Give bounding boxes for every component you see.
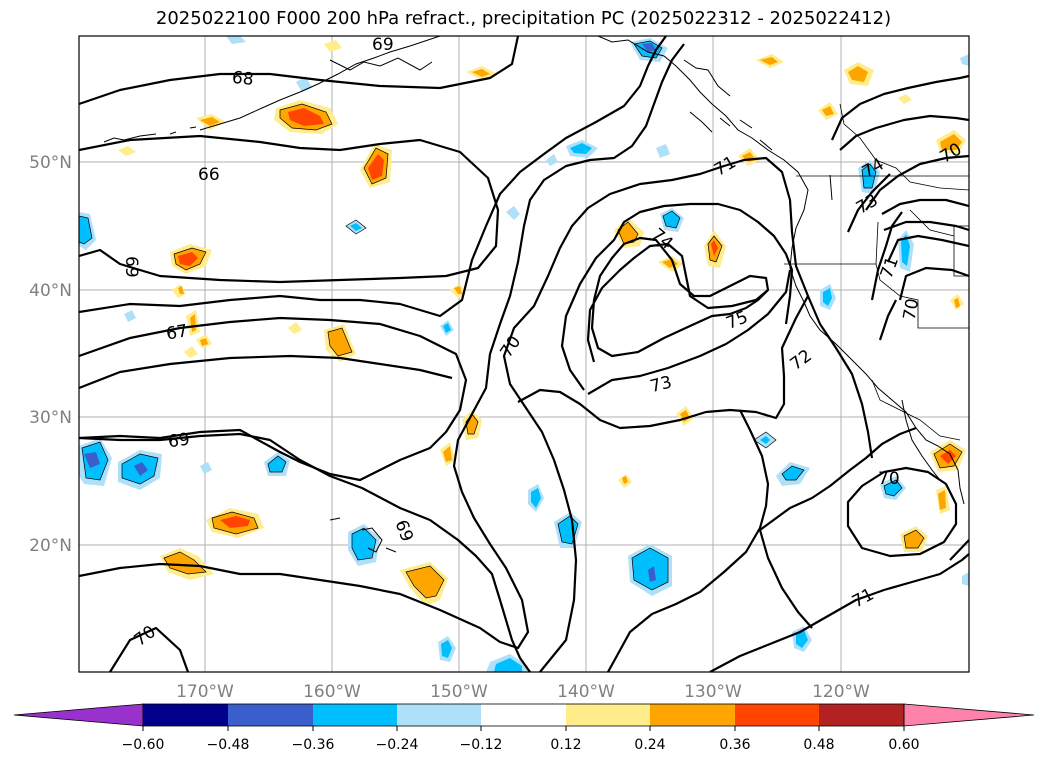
isolines — [79, 36, 969, 672]
positive-patch — [466, 66, 498, 80]
lat-tick-label: 20°N — [29, 536, 72, 556]
positive-patch — [844, 62, 874, 86]
colorbar-extend-high — [903, 703, 1035, 727]
contour-label: 70 — [878, 469, 900, 489]
positive-patch — [400, 562, 448, 606]
negative-patch — [438, 636, 456, 662]
colorbar-tick-label: 0.12 — [550, 737, 581, 753]
colorbar-segment — [819, 704, 904, 726]
positive-patch — [440, 442, 456, 466]
colorbar-tick-label: −0.48 — [207, 737, 250, 753]
precip-patches — [79, 36, 969, 672]
contour-label: 69 — [167, 429, 191, 452]
map-frame — [78, 35, 970, 673]
negative-patch — [264, 452, 290, 476]
positive-patch — [756, 54, 784, 68]
lon-tick-label: 140°W — [557, 682, 615, 702]
lat-tick-label: 40°N — [29, 281, 72, 301]
negative-patch — [486, 654, 528, 672]
colorbar-segment — [650, 704, 735, 726]
lat-tick-label: 50°N — [29, 153, 72, 173]
positive-patch — [118, 40, 964, 488]
positive-patch — [936, 130, 966, 154]
lon-tick-label: 150°W — [430, 682, 488, 702]
colorbar-tick-label: −0.12 — [460, 737, 503, 753]
negative-patch — [820, 284, 836, 310]
contour-label: 67 — [165, 321, 190, 344]
colorbar-tick-label: −0.24 — [376, 737, 419, 753]
colorbar-tick-label: −0.60 — [122, 737, 165, 753]
positive-patch — [196, 114, 226, 130]
positive-patch — [324, 324, 356, 362]
page-title: 2025022100 F000 200 hPa refract., precip… — [155, 8, 892, 29]
positive-patch — [936, 486, 950, 514]
colorbar-segment — [313, 704, 397, 726]
colorbar-tick-label: −0.36 — [292, 737, 335, 753]
colorbar-segment — [397, 704, 481, 726]
map-area — [79, 36, 969, 672]
negative-patch — [566, 140, 598, 158]
contour-label: 69 — [121, 256, 141, 278]
contour-label: 68 — [231, 68, 255, 90]
lon-tick-label: 130°W — [684, 682, 742, 702]
contour-label: 70 — [900, 297, 923, 322]
positive-patch — [900, 526, 928, 552]
colorbar-segment — [481, 704, 566, 726]
colorbar-segment — [735, 704, 819, 726]
colorbar-segment — [566, 704, 650, 726]
colorbar-tick-label: 0.48 — [803, 737, 834, 753]
positive-patch — [818, 102, 838, 120]
colorbar-extend-low — [13, 703, 144, 727]
negative-patch — [898, 230, 914, 272]
negative-patch — [528, 484, 544, 512]
colorbar-tick-label: 0.60 — [888, 737, 919, 753]
longitude-labels: 170°W 160°W 150°W 140°W 130°W 120°W — [176, 682, 870, 702]
lon-tick-label: 160°W — [303, 682, 361, 702]
latitude-labels: 50°N 40°N 30°N 20°N — [29, 153, 72, 556]
contour-label: 66 — [198, 165, 220, 185]
colorbar-tick-label: 0.36 — [719, 737, 750, 753]
colorbar-segment — [143, 704, 228, 726]
lon-tick-label: 170°W — [176, 682, 234, 702]
lon-tick-label: 120°W — [812, 682, 870, 702]
positive-patch — [360, 144, 392, 188]
colorbar-tick-label: 0.24 — [634, 737, 665, 753]
colorbar: −0.60 −0.48 −0.36 −0.24 −0.12 0.12 0.24 … — [13, 703, 1035, 753]
positive-patch — [274, 100, 338, 134]
positive-patch — [160, 548, 214, 580]
patch-outlines — [79, 40, 963, 599]
colorbar-segment — [228, 704, 313, 726]
lat-tick-label: 30°N — [29, 408, 72, 428]
contour-label: 69 — [372, 35, 394, 55]
